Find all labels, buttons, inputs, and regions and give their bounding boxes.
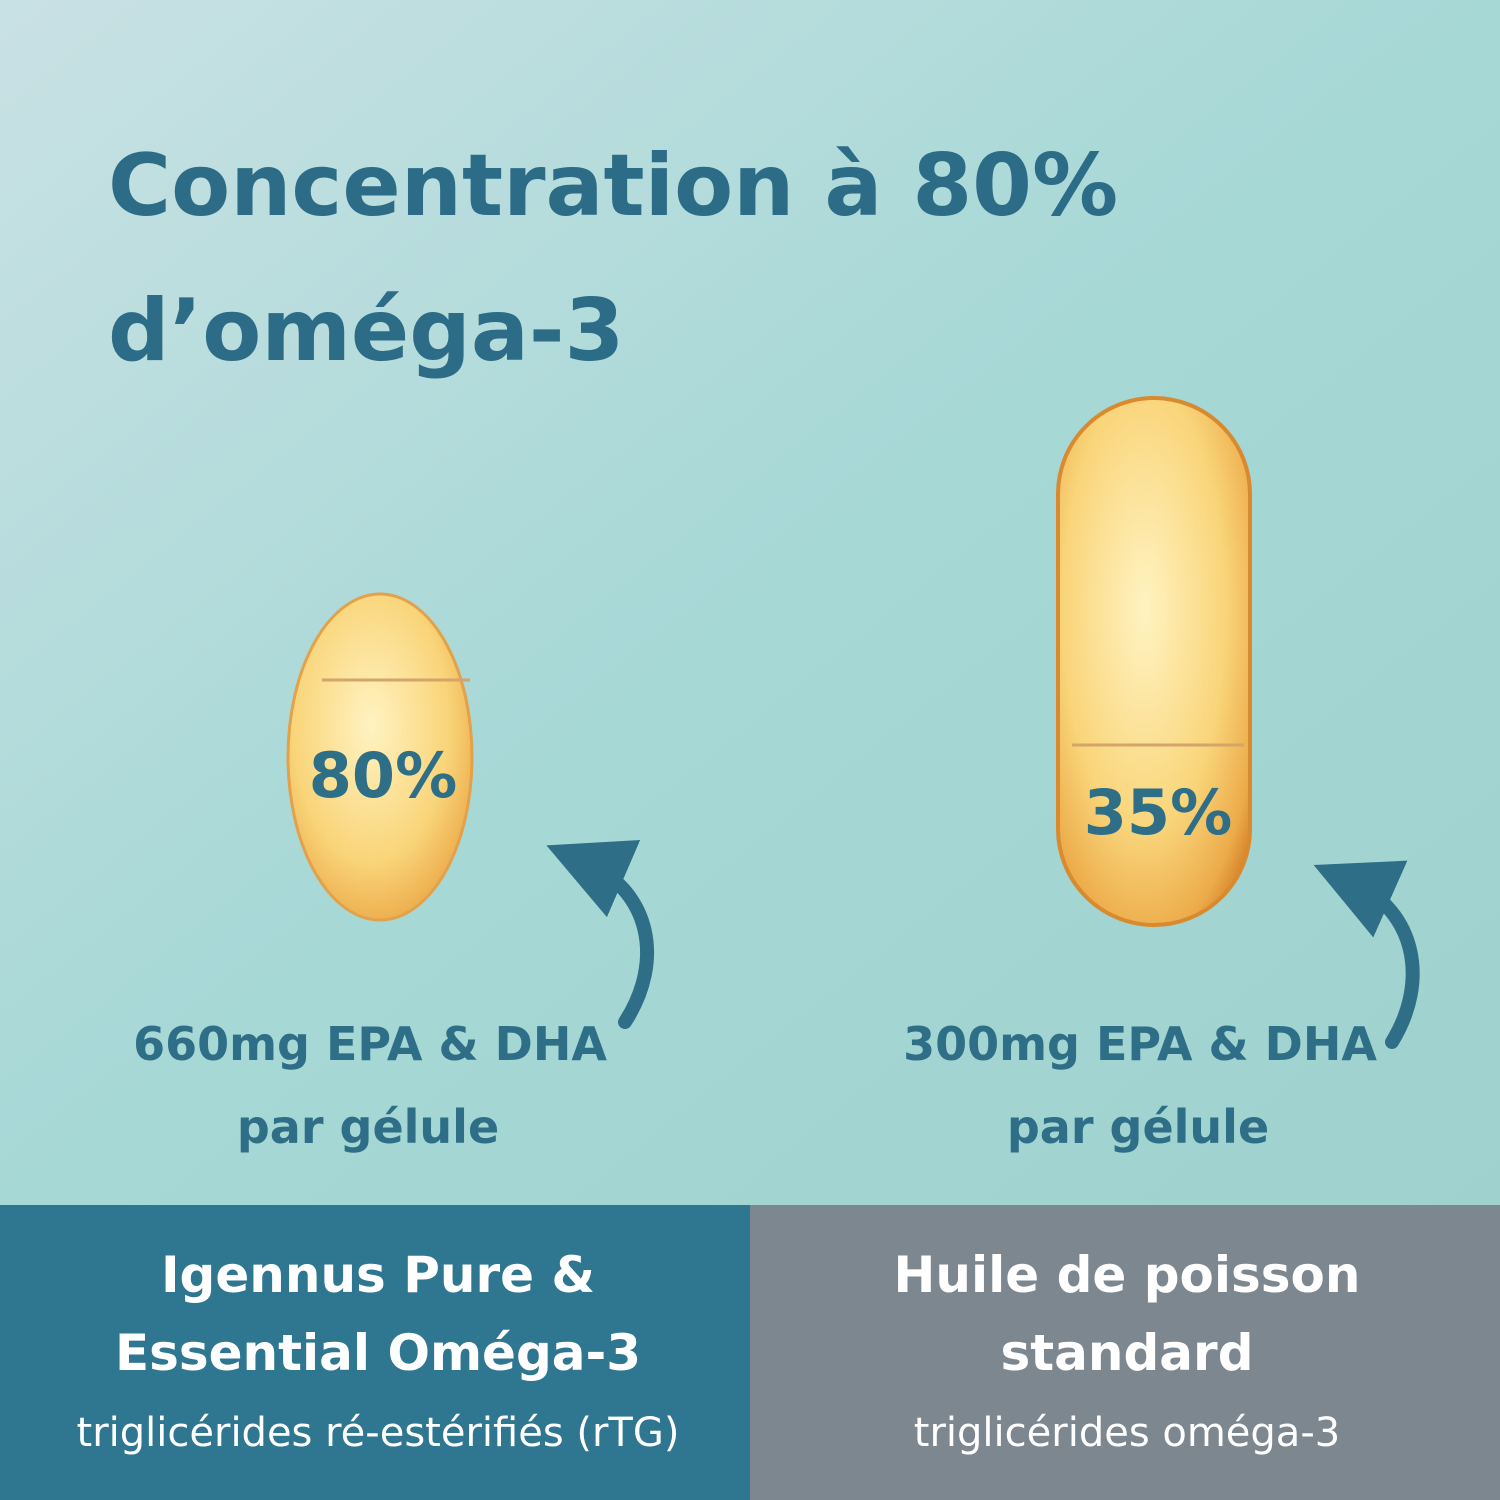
product-panel [0,1205,750,1500]
dose-unit: par gélule [1007,1100,1269,1154]
percent-label: 80% [309,739,457,812]
capsule [286,592,474,922]
product-name: standard [1001,1324,1254,1382]
product-subtitle: triglicérides oméga-3 [914,1410,1340,1456]
title-line: d’oméga-3 [108,281,624,381]
product-name: Essential Oméga-3 [115,1324,641,1382]
dose-unit: par gélule [237,1100,499,1154]
dose: 300mg EPA & DHA [903,1017,1377,1071]
arrow [546,840,654,1029]
title-line: Concentration à 80% [108,136,1118,236]
product-name: Igennus Pure & [161,1246,595,1304]
product-name: Huile de poisson [894,1246,1361,1304]
capsule [1056,396,1252,927]
product-panel [750,1205,1500,1500]
dose: 660mg EPA & DHA [133,1017,607,1071]
product-subtitle: triglicérides ré-estérifiés (rTG) [77,1410,680,1456]
percent-label: 35% [1084,776,1232,849]
arrow [1313,860,1420,1049]
